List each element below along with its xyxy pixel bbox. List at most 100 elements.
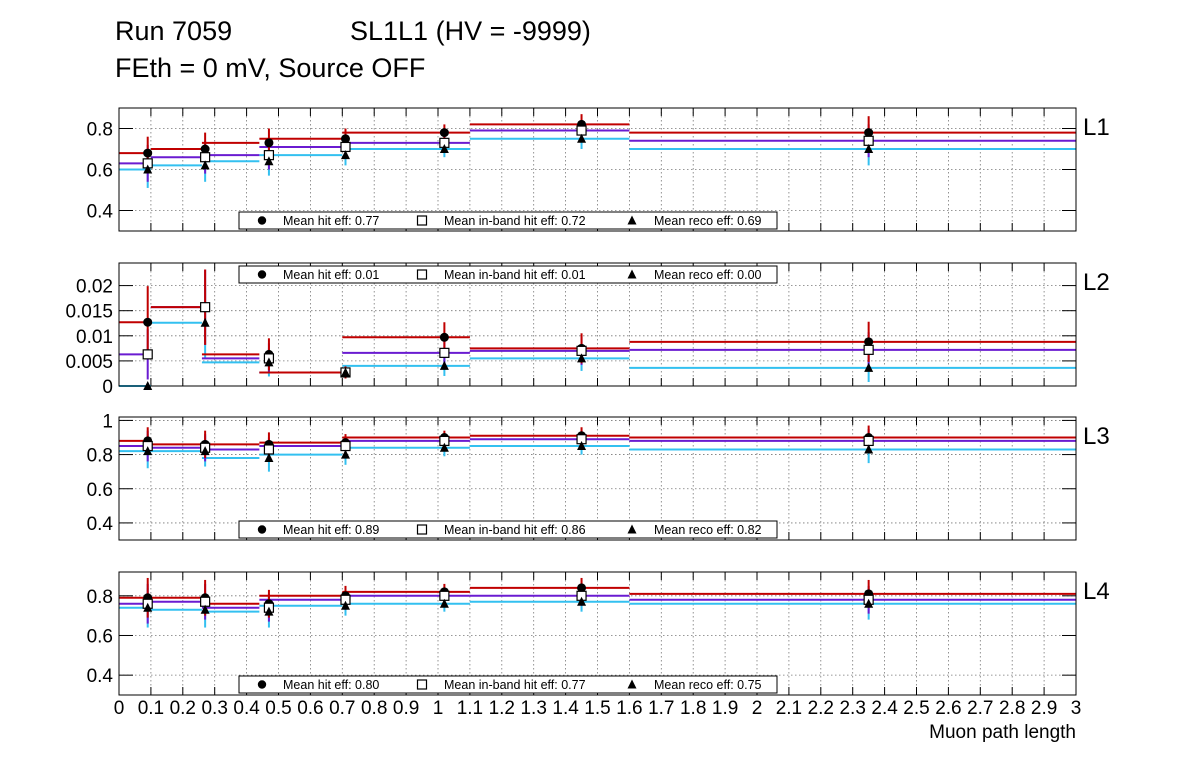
y-tick-label: 0.8 [87,446,113,467]
inband-marker [340,440,351,452]
legend-inband-symbol [416,215,428,226]
reco-marker [264,606,274,616]
reco-marker [264,453,274,462]
legend-box [238,211,778,230]
reco-marker [340,367,350,377]
reco-marker [864,598,874,608]
legend-reco-symbol [627,524,637,534]
hit-marker [264,138,274,148]
inband-marker [200,152,211,163]
y-tick-label: 1 [102,411,113,432]
reco-marker [200,604,210,614]
reco-marker [200,317,210,327]
reco-marker [864,362,874,372]
legend-entry: Mean hit eff: 0.89 [283,523,379,537]
chamber-title: SL1L1 (HV = -9999) [350,16,591,46]
y-tick-label: 0.6 [87,161,113,182]
reco-marker [577,441,587,451]
x-tick-label: 2.4 [871,698,898,719]
legend-box [238,675,778,694]
hit-marker [340,134,350,144]
legend-inband-symbol [416,269,428,280]
run-title: Run 7059 [115,16,233,46]
x-tick-label: 0.1 [138,698,164,719]
legend-entry: Mean in-band hit eff: 0.77 [444,678,586,692]
x-tick-label: 2.6 [935,698,961,719]
plot-frame [118,571,1077,696]
legend-entry: Mean reco eff: 0.82 [654,523,762,537]
x-tick-label: 2 [752,698,763,719]
x-tick-label: 0.8 [361,698,387,719]
y-tick-label: 0.015 [65,302,113,323]
reco-marker [143,446,153,456]
legend-entry: Mean in-band hit eff: 0.72 [444,214,586,228]
reco-marker [340,449,350,459]
inband-marker [439,347,450,358]
legend-reco-symbol [627,215,637,225]
legend-box [238,265,778,284]
x-tick-label: 2.2 [808,698,834,719]
legend: Mean hit eff: 0.77 Mean in-band hit eff: … [238,211,778,230]
panel-l4: 0.4 0.6 0.8 L4 Mean hit eff: 0.80 Mean in-ban… [87,571,1110,696]
hit-marker [439,332,449,342]
x-tick-label: 2.7 [967,698,993,719]
inband-marker [263,444,275,455]
reco-marker [577,596,587,606]
inband-marker [863,344,874,355]
legend-reco-symbol [627,269,637,279]
x-tick-label: 1.4 [552,698,579,719]
inband-marker [200,302,211,313]
hit-marker [439,128,449,138]
x-tick-label: 0.4 [233,698,260,719]
y-tick-label: 0.8 [87,587,113,608]
x-tick-label: 0.6 [297,698,323,719]
plot-frame [118,107,1077,232]
x-tick-label: 0.5 [265,698,291,719]
legend-entry: Mean in-band hit eff: 0.86 [444,523,586,537]
reco-marker [439,360,449,370]
x-tick-label: 1.7 [648,698,674,719]
legend-hit-symbol [257,525,267,534]
reco-marker [864,144,874,153]
x-tick-label: 1.6 [616,698,642,719]
hit-marker [577,583,587,593]
reco-marker [577,353,587,363]
legend: Mean hit eff: 0.01 Mean in-band hit eff: … [238,265,778,284]
reco-marker [864,444,874,454]
reco-marker [439,598,449,608]
reco-marker [439,144,449,153]
x-tick-label: 1.5 [584,698,610,719]
x-tick-label: 0 [114,698,125,719]
inband-marker [340,141,351,153]
plot-frame [118,416,1077,541]
y-tick-label: 0 [102,377,113,398]
panel-l1: 0.4 0.6 0.8 L1 Mean hit eff: 0.77 Mean in-ban… [87,107,1110,232]
x-tick-label: 0.9 [393,698,419,719]
legend-entry: Mean reco eff: 0.69 [654,214,762,228]
x-tick-label: 2.3 [839,698,865,719]
legend-inband-symbol [416,679,428,690]
y-tick-label: 0.4 [87,514,114,535]
x-axis-label: Muon path length [929,722,1076,743]
conditions-title: FEth = 0 mV, Source OFF [115,53,426,83]
x-tick-label: 1.9 [712,698,738,719]
panel-label: L4 [1083,578,1110,605]
inband-marker [576,125,587,136]
legend-entry: Mean in-band hit eff: 0.01 [444,268,586,282]
y-tick-label: 0.02 [76,277,113,298]
legend-box [238,520,778,539]
panel-label: L2 [1083,269,1110,296]
reco-marker [200,446,210,456]
x-tick-label: 2.5 [903,698,929,719]
y-tick-label: 0.01 [76,327,113,348]
legend: Mean hit eff: 0.80 Mean in-band hit eff: … [238,675,778,694]
legend: Mean hit eff: 0.89 Mean in-band hit eff: … [238,520,778,539]
reco-marker [143,164,153,174]
inband-marker [863,435,874,447]
legend-entry: Mean hit eff: 0.01 [283,268,379,282]
hit-marker [143,317,153,327]
x-tick-label: 1 [433,698,444,719]
reco-marker [264,156,274,166]
plot-frame [118,262,1077,387]
